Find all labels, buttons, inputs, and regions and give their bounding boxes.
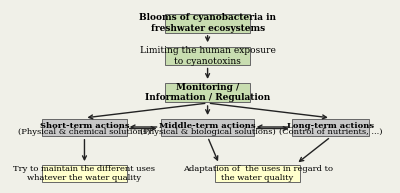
Text: Short-term actions: Short-term actions [40,122,129,130]
FancyBboxPatch shape [165,47,250,65]
Text: Limiting the human exposure
to cyanotoxins: Limiting the human exposure to cyanotoxi… [140,46,276,66]
Text: Try to maintain the different uses
whatever the water quality: Try to maintain the different uses whate… [14,165,156,182]
Text: (Control of nutrients, ...): (Control of nutrients, ...) [279,128,382,136]
FancyBboxPatch shape [165,83,250,102]
FancyBboxPatch shape [165,14,250,33]
FancyBboxPatch shape [42,119,127,136]
FancyBboxPatch shape [292,119,369,136]
FancyBboxPatch shape [162,119,254,136]
Text: Monitoring /
Information / Regulation: Monitoring / Information / Regulation [145,83,270,102]
Text: Middle-term actions: Middle-term actions [159,122,256,130]
FancyBboxPatch shape [42,165,127,182]
FancyBboxPatch shape [215,165,300,182]
Text: Blooms of cyanobacteria in
freshwater ecosystems: Blooms of cyanobacteria in freshwater ec… [139,14,276,33]
Text: Long-term actions: Long-term actions [287,122,374,130]
Text: (Physical & chemical solutions): (Physical & chemical solutions) [18,128,151,136]
Text: Adaptation of  the uses in regard to
the water quality: Adaptation of the uses in regard to the … [183,165,333,182]
Text: (Physical & biological solutions): (Physical & biological solutions) [140,128,276,136]
